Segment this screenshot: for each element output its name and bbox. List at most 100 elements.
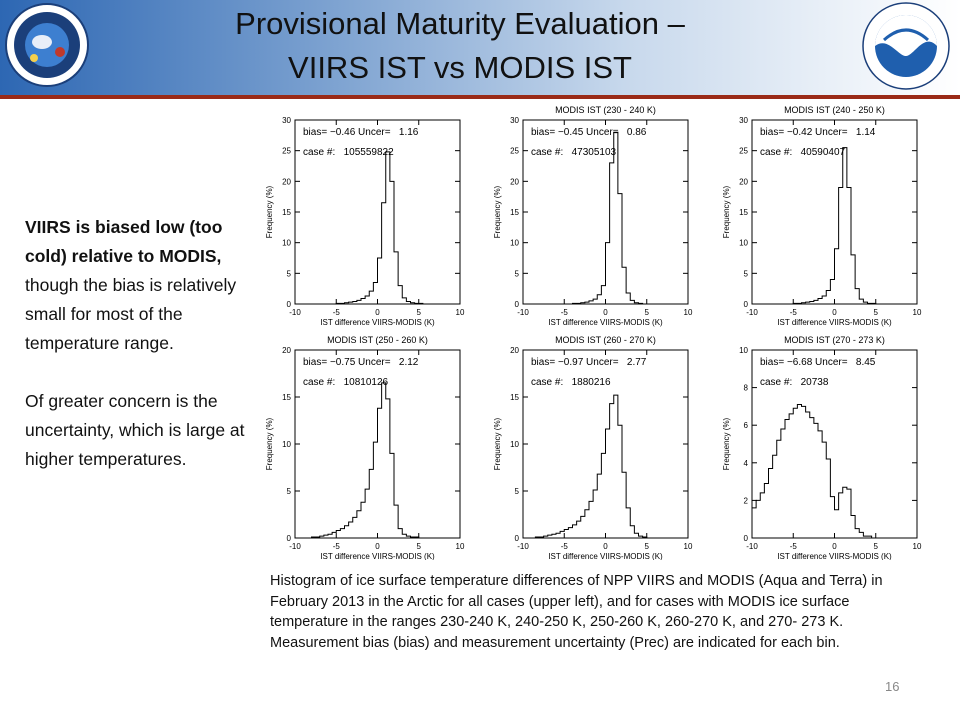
y-tick-label: 15: [510, 208, 519, 217]
stats-case-count: case #: 47305103: [531, 147, 617, 158]
y-tick-label: 15: [282, 393, 291, 402]
stats-case-count: case #: 105559822: [303, 147, 394, 158]
histogram-series-line: [751, 404, 917, 539]
y-axis-title: Frequency (%): [722, 185, 731, 238]
x-tick-label: 5: [417, 308, 422, 317]
y-tick-label: 30: [510, 116, 519, 125]
x-tick-label: 0: [603, 308, 608, 317]
x-tick-label: 10: [913, 542, 922, 551]
histogram-panel-3: -10 -5 0 5 10 0 5 10 15 20 25 30 IST difference VIIR…: [722, 105, 922, 327]
y-tick-label: 10: [282, 239, 291, 248]
x-tick-label: -5: [333, 542, 341, 551]
noaa-logo: [862, 2, 950, 90]
x-tick-label: -10: [289, 542, 301, 551]
stats-bias-uncertainty: bias= −6.68 Uncer= 8.45: [760, 357, 876, 368]
x-tick-label: -10: [289, 308, 301, 317]
y-tick-label: 6: [744, 421, 749, 430]
x-tick-label: 10: [456, 542, 465, 551]
y-tick-label: 0: [515, 300, 520, 309]
noaa-nesdis-star-logo: [5, 3, 89, 87]
y-tick-label: 10: [282, 440, 291, 449]
y-tick-label: 5: [515, 487, 520, 496]
y-tick-label: 20: [510, 177, 519, 186]
histogram-series-line: [523, 394, 688, 539]
stats-bias-uncertainty: bias= −0.42 Uncer= 1.14: [760, 127, 876, 138]
y-tick-label: 20: [510, 346, 519, 355]
x-tick-label: 0: [375, 542, 380, 551]
y-axis-title: Frequency (%): [493, 185, 502, 238]
x-tick-label: 0: [832, 542, 837, 551]
x-tick-label: 0: [375, 308, 380, 317]
y-tick-label: 8: [744, 384, 749, 393]
x-tick-label: -5: [333, 308, 341, 317]
x-axis-title: IST difference VIIRS-MODIS (K): [548, 552, 663, 560]
title-line-1: Provisional Maturity Evaluation –: [235, 6, 685, 41]
x-tick-label: -5: [561, 308, 569, 317]
y-tick-label: 0: [744, 534, 749, 543]
left-text-block: VIIRS is biased low (too cold) relative …: [25, 213, 255, 474]
y-tick-label: 15: [282, 208, 291, 217]
stats-bias-uncertainty: bias= −0.75 Uncer= 2.12: [303, 357, 419, 368]
y-tick-label: 20: [282, 177, 291, 186]
x-tick-label: 10: [913, 308, 922, 317]
bias-paragraph: VIIRS is biased low (too cold) relative …: [25, 213, 255, 358]
title-line-2: VIIRS IST vs MODIS IST: [288, 50, 632, 85]
panel-title: MODIS IST (250 - 260 K): [327, 335, 428, 345]
x-tick-label: -5: [790, 308, 798, 317]
y-tick-label: 0: [287, 534, 292, 543]
x-tick-label: 10: [456, 308, 465, 317]
y-tick-label: 4: [744, 459, 749, 468]
panel-title: MODIS IST (270 - 273 K): [784, 335, 885, 345]
histogram-series-line: [523, 131, 688, 305]
stats-case-count: case #: 10810126: [303, 377, 389, 388]
x-tick-label: -10: [517, 308, 529, 317]
y-tick-label: 5: [744, 269, 749, 278]
stats-case-count: case #: 20738: [760, 377, 829, 388]
stats-case-count: case #: 1880216: [531, 377, 611, 388]
y-tick-label: 20: [739, 177, 748, 186]
panel-title: MODIS IST (260 - 270 K): [555, 335, 656, 345]
histogram-panel-6: -10 -5 0 5 10 0 2 4 6 8 10 IST difference VIIRS-MOD…: [722, 335, 922, 560]
y-tick-label: 5: [515, 269, 520, 278]
x-tick-label: 10: [684, 542, 693, 551]
x-tick-label: 0: [603, 542, 608, 551]
y-tick-label: 10: [739, 346, 748, 355]
x-tick-label: -5: [790, 542, 798, 551]
bias-normal-text: though the bias is relatively small for …: [25, 275, 237, 353]
x-tick-label: 5: [645, 542, 650, 551]
page-number: 16: [885, 679, 900, 694]
x-axis-title: IST difference VIIRS-MODIS (K): [777, 318, 892, 327]
y-tick-label: 10: [739, 239, 748, 248]
x-tick-label: 5: [874, 308, 879, 317]
y-tick-label: 30: [282, 116, 291, 125]
x-tick-label: -10: [746, 308, 758, 317]
y-tick-label: 25: [282, 147, 291, 156]
x-tick-label: -10: [517, 542, 529, 551]
stats-bias-uncertainty: bias= −0.97 Uncer= 2.77: [531, 357, 647, 368]
x-axis-title: IST difference VIIRS-MODIS (K): [777, 552, 892, 560]
y-tick-label: 5: [287, 487, 292, 496]
y-tick-label: 2: [744, 496, 749, 505]
y-tick-label: 0: [515, 534, 520, 543]
y-tick-label: 25: [739, 147, 748, 156]
histogram-series-line: [295, 382, 460, 539]
y-axis-title: Frequency (%): [493, 417, 502, 470]
y-tick-label: 15: [510, 393, 519, 402]
bias-bold-text: VIIRS is biased low (too cold) relative …: [25, 217, 223, 266]
y-tick-label: 30: [739, 116, 748, 125]
slide-title: Provisional Maturity Evaluation – VIIRS …: [150, 2, 770, 90]
x-tick-label: -10: [746, 542, 758, 551]
y-axis-title: Frequency (%): [265, 417, 274, 470]
panel-title: MODIS IST (230 - 240 K): [555, 105, 656, 115]
header-banner: Provisional Maturity Evaluation – VIIRS …: [0, 0, 960, 99]
stats-bias-uncertainty: bias= −0.46 Uncer= 1.16: [303, 127, 419, 138]
y-tick-label: 20: [282, 346, 291, 355]
histogram-panel-4: -10 -5 0 5 10 0 5 10 15 20 IST difference VIIRS-MO…: [265, 335, 465, 560]
histogram-panel-1: -10 -5 0 5 10 0 5 10 15 20 25 30 IST difference VIIR…: [265, 116, 465, 327]
figure-caption: Histogram of ice surface temperature dif…: [270, 573, 883, 651]
x-axis-title: IST difference VIIRS-MODIS (K): [320, 318, 435, 327]
y-tick-label: 5: [287, 269, 292, 278]
histogram-series-line: [752, 147, 917, 305]
panel-title: MODIS IST (240 - 250 K): [784, 105, 885, 115]
